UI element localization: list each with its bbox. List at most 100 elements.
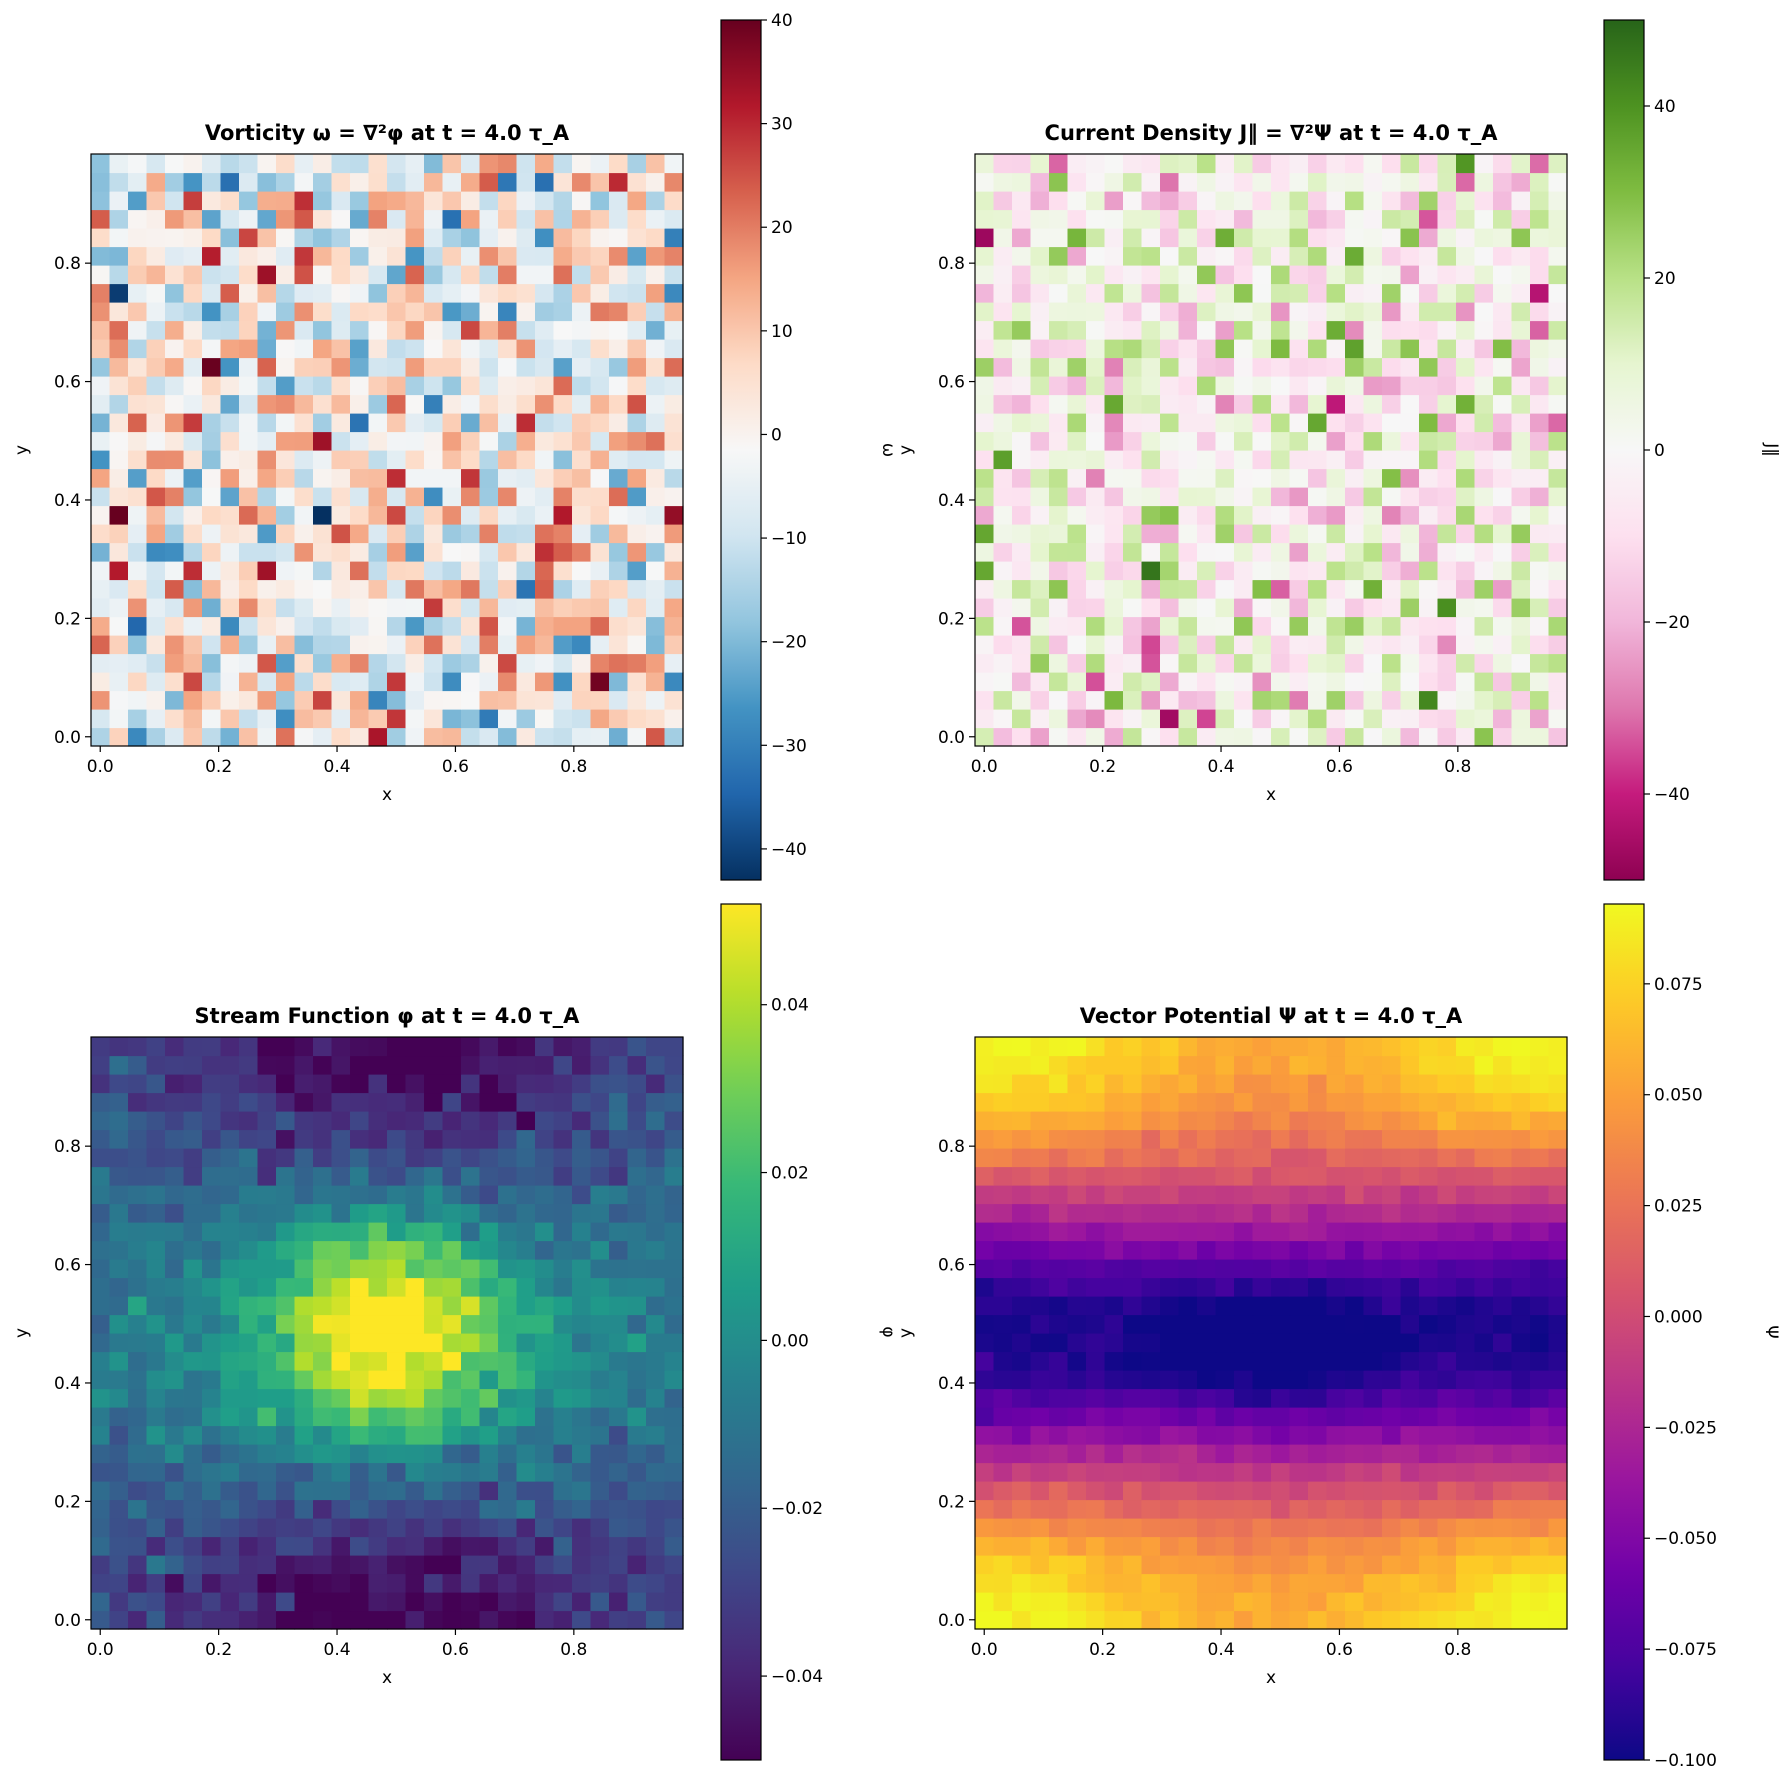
heatmap-cell [516,394,536,414]
heatmap-cell [1511,413,1531,433]
heatmap-cell [1067,1055,1087,1075]
heatmap-cell [1530,1074,1550,1094]
heatmap-cell [294,1499,314,1519]
heatmap-cell [202,542,222,562]
heatmap-cell [257,1129,277,1149]
heatmap-cell [202,191,222,211]
heatmap-cell [1548,1499,1568,1519]
heatmap-cell [276,1314,296,1334]
heatmap-cell [1067,357,1087,377]
heatmap-cell [1160,1240,1180,1260]
colorbar-tick-label: 0.000 [1654,1307,1703,1327]
heatmap-cell [1215,1351,1235,1371]
heatmap-cell [146,450,166,470]
heatmap-cell [1049,1573,1069,1593]
heatmap-cell [146,172,166,192]
heatmap-cell [1271,1055,1291,1075]
heatmap-cell [498,1185,518,1205]
heatmap-cell [294,1388,314,1408]
heatmap-cell [91,1499,111,1519]
heatmap-cell [975,727,995,747]
heatmap-cell [1474,1351,1494,1371]
heatmap-cell [1086,394,1106,414]
heatmap-cell [1511,246,1531,266]
heatmap-cell [1308,1407,1328,1427]
heatmap-cell [1530,672,1550,692]
heatmap-cell [609,635,629,655]
heatmap-cell [516,191,536,211]
heatmap-cell [220,1314,240,1334]
heatmap-cell [646,653,666,673]
heatmap-cell [590,1370,610,1390]
heatmap-cell [461,1185,481,1205]
x-tick-label: 0.8 [1444,757,1471,777]
heatmap-cell [535,376,555,396]
heatmap-cell [183,579,203,599]
heatmap-cell [1234,561,1254,581]
heatmap-cell [368,1518,388,1538]
heatmap-cell [350,1111,370,1131]
heatmap-cell [1530,1444,1550,1464]
heatmap-cell [1437,1074,1457,1094]
heatmap-cell [1049,561,1069,581]
heatmap-cell [1511,1555,1531,1575]
heatmap-cell [1160,616,1180,636]
heatmap-cell [442,357,462,377]
heatmap-cell [239,1074,259,1094]
heatmap-cell [1104,246,1124,266]
heatmap-cell [572,1333,592,1353]
heatmap-cell [1086,727,1106,747]
heatmap-cell [405,283,425,303]
heatmap-cell [461,598,481,618]
heatmap-cell [975,1351,995,1371]
heatmap-cell [1363,1573,1383,1593]
heatmap-cell [1252,1240,1272,1260]
heatmap-cell [1067,1111,1087,1131]
heatmap-cell [609,468,629,488]
heatmap-cell [1271,1407,1291,1427]
heatmap-cell [1326,1444,1346,1464]
heatmap-cell [461,727,481,747]
heatmap-cell [239,1092,259,1112]
heatmap-cell [257,505,277,525]
heatmap-cell [239,1388,259,1408]
heatmap-cell [1049,690,1069,710]
heatmap-cell [461,394,481,414]
heatmap-cell [1178,376,1198,396]
heatmap-cell [1012,209,1032,229]
heatmap-cell [313,1222,333,1242]
heatmap-cell [387,468,407,488]
heatmap-cell [1215,1259,1235,1279]
colorbar-tick-label: 40 [1654,97,1676,117]
heatmap-cell [664,1314,684,1334]
heatmap-cell [1234,709,1254,729]
heatmap-cell [1493,1166,1513,1186]
heatmap-cell [1400,450,1420,470]
heatmap-cell [993,561,1013,581]
heatmap-cell [1326,209,1346,229]
heatmap-cell [1104,1074,1124,1094]
heatmap-cell [572,1185,592,1205]
heatmap-cell [128,1388,148,1408]
heatmap-cell [1104,1037,1124,1057]
heatmap-cell [1400,1573,1420,1593]
heatmap-cell [1456,376,1476,396]
heatmap-cell [609,450,629,470]
heatmap-cell [1493,1314,1513,1334]
heatmap-cell [350,1222,370,1242]
heatmap-cell [609,1037,629,1057]
heatmap-cell [1308,1425,1328,1445]
heatmap-cell [1382,1499,1402,1519]
heatmap-cell [350,1518,370,1538]
heatmap-cell [442,228,462,248]
heatmap-cell [1049,635,1069,655]
heatmap-cell [1548,339,1568,359]
heatmap-cell [1326,1314,1346,1334]
heatmap-cell [1104,1055,1124,1075]
heatmap-cell [257,1610,277,1630]
heatmap-cell [405,653,425,673]
heatmap-cell [424,1592,444,1612]
heatmap-cell [128,1055,148,1075]
heatmap-cell [498,172,518,192]
heatmap-cell [1252,505,1272,525]
